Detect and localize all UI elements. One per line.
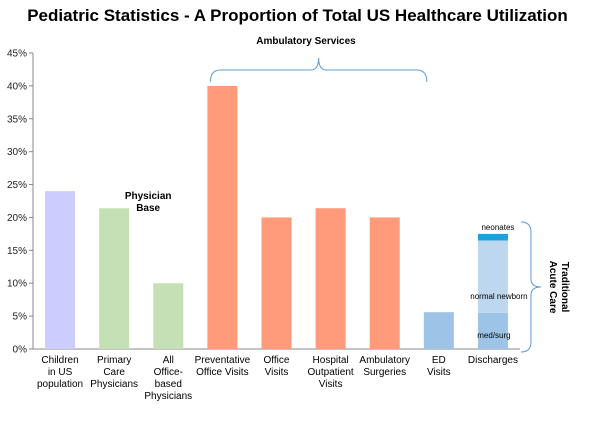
ambulatory-brace bbox=[209, 57, 428, 83]
category-label-line: Ambulatory bbox=[359, 355, 410, 366]
bar-segment bbox=[477, 233, 508, 241]
bar bbox=[153, 283, 184, 349]
category-label-line: in US bbox=[48, 367, 73, 378]
category-label: Hospital Outpatient Visits bbox=[308, 355, 354, 390]
category-label-line: Physicians bbox=[144, 391, 192, 402]
annotation-line: Base bbox=[136, 203, 160, 214]
category-label: Office Visits bbox=[264, 355, 290, 378]
bar bbox=[369, 217, 400, 349]
y-tick-label: 25% bbox=[7, 180, 27, 191]
category-label-line: Children bbox=[41, 355, 78, 366]
bar bbox=[423, 312, 454, 349]
category-label: ED Visits bbox=[427, 355, 451, 378]
category-label-line: Surgeries bbox=[363, 367, 406, 378]
y-tick-label: 0% bbox=[13, 345, 28, 356]
category-label-line: Visits bbox=[265, 367, 289, 378]
y-tick-label: 10% bbox=[7, 279, 27, 290]
ambulatory-services-annotation: Ambulatory Services bbox=[256, 36, 356, 47]
category-label-line: Preventative bbox=[195, 355, 251, 366]
bar-segment bbox=[477, 240, 508, 313]
category-label: Ambulatory Surgeries bbox=[359, 355, 410, 378]
category-label: Primary Care Physicians bbox=[90, 355, 138, 390]
category-label-line: Office- bbox=[154, 367, 183, 378]
traditional-acute-care-annotation: TraditionalAcute Care bbox=[547, 261, 570, 314]
y-tick-label: 40% bbox=[7, 81, 27, 92]
category-label-line: Discharges bbox=[468, 355, 518, 366]
acute-care-brace bbox=[520, 221, 542, 353]
y-tick-label: 45% bbox=[7, 49, 27, 60]
category-label-line: Hospital bbox=[313, 355, 349, 366]
category-label-line: Physicians bbox=[90, 379, 138, 390]
bar bbox=[315, 208, 346, 349]
category-label-line: Primary bbox=[97, 355, 131, 366]
category-label-line: Visits bbox=[427, 367, 451, 378]
category-label-line: Visits bbox=[319, 379, 343, 390]
bar bbox=[99, 208, 130, 349]
annotation-line: Physician bbox=[125, 191, 172, 202]
bar-segment bbox=[477, 312, 508, 349]
annotation-line: Traditional bbox=[559, 262, 570, 313]
category-label-line: Office Visits bbox=[196, 367, 248, 378]
category-label: All Office-based Physicians bbox=[144, 355, 192, 402]
category-label-line: based bbox=[155, 379, 182, 390]
annotation-line: Acute Care bbox=[547, 261, 558, 314]
bar bbox=[45, 191, 76, 349]
segment-label: med/surg bbox=[477, 331, 510, 340]
category-label-line: Care bbox=[103, 367, 125, 378]
category-label-line: ED bbox=[432, 355, 446, 366]
bar bbox=[261, 217, 292, 349]
category-label-line: All bbox=[163, 355, 174, 366]
bar bbox=[207, 85, 238, 349]
category-label: Children in US population bbox=[37, 355, 83, 390]
category-label: Discharges bbox=[468, 355, 518, 366]
y-tick-label: 30% bbox=[7, 147, 27, 158]
segment-label: neonates bbox=[481, 223, 514, 232]
segment-label: normal newborn bbox=[470, 292, 527, 301]
y-tick-label: 5% bbox=[13, 312, 28, 323]
y-tick-label: 35% bbox=[7, 114, 27, 125]
chart-bars: med/surg normal newborn neonates bbox=[45, 85, 528, 349]
category-label-line: Outpatient bbox=[308, 367, 354, 378]
category-label-line: population bbox=[37, 379, 83, 390]
chart-title: Pediatric Statistics - A Proportion of T… bbox=[27, 6, 568, 25]
y-tick-label: 20% bbox=[7, 213, 27, 224]
annotations: Physician Base Ambulatory Services Traditio… bbox=[125, 36, 570, 353]
category-label-line: Office bbox=[264, 355, 290, 366]
category-label: Preventative Office Visits bbox=[195, 355, 251, 378]
physician-base-annotation: Physician Base bbox=[125, 191, 172, 214]
y-tick-label: 15% bbox=[7, 246, 27, 257]
